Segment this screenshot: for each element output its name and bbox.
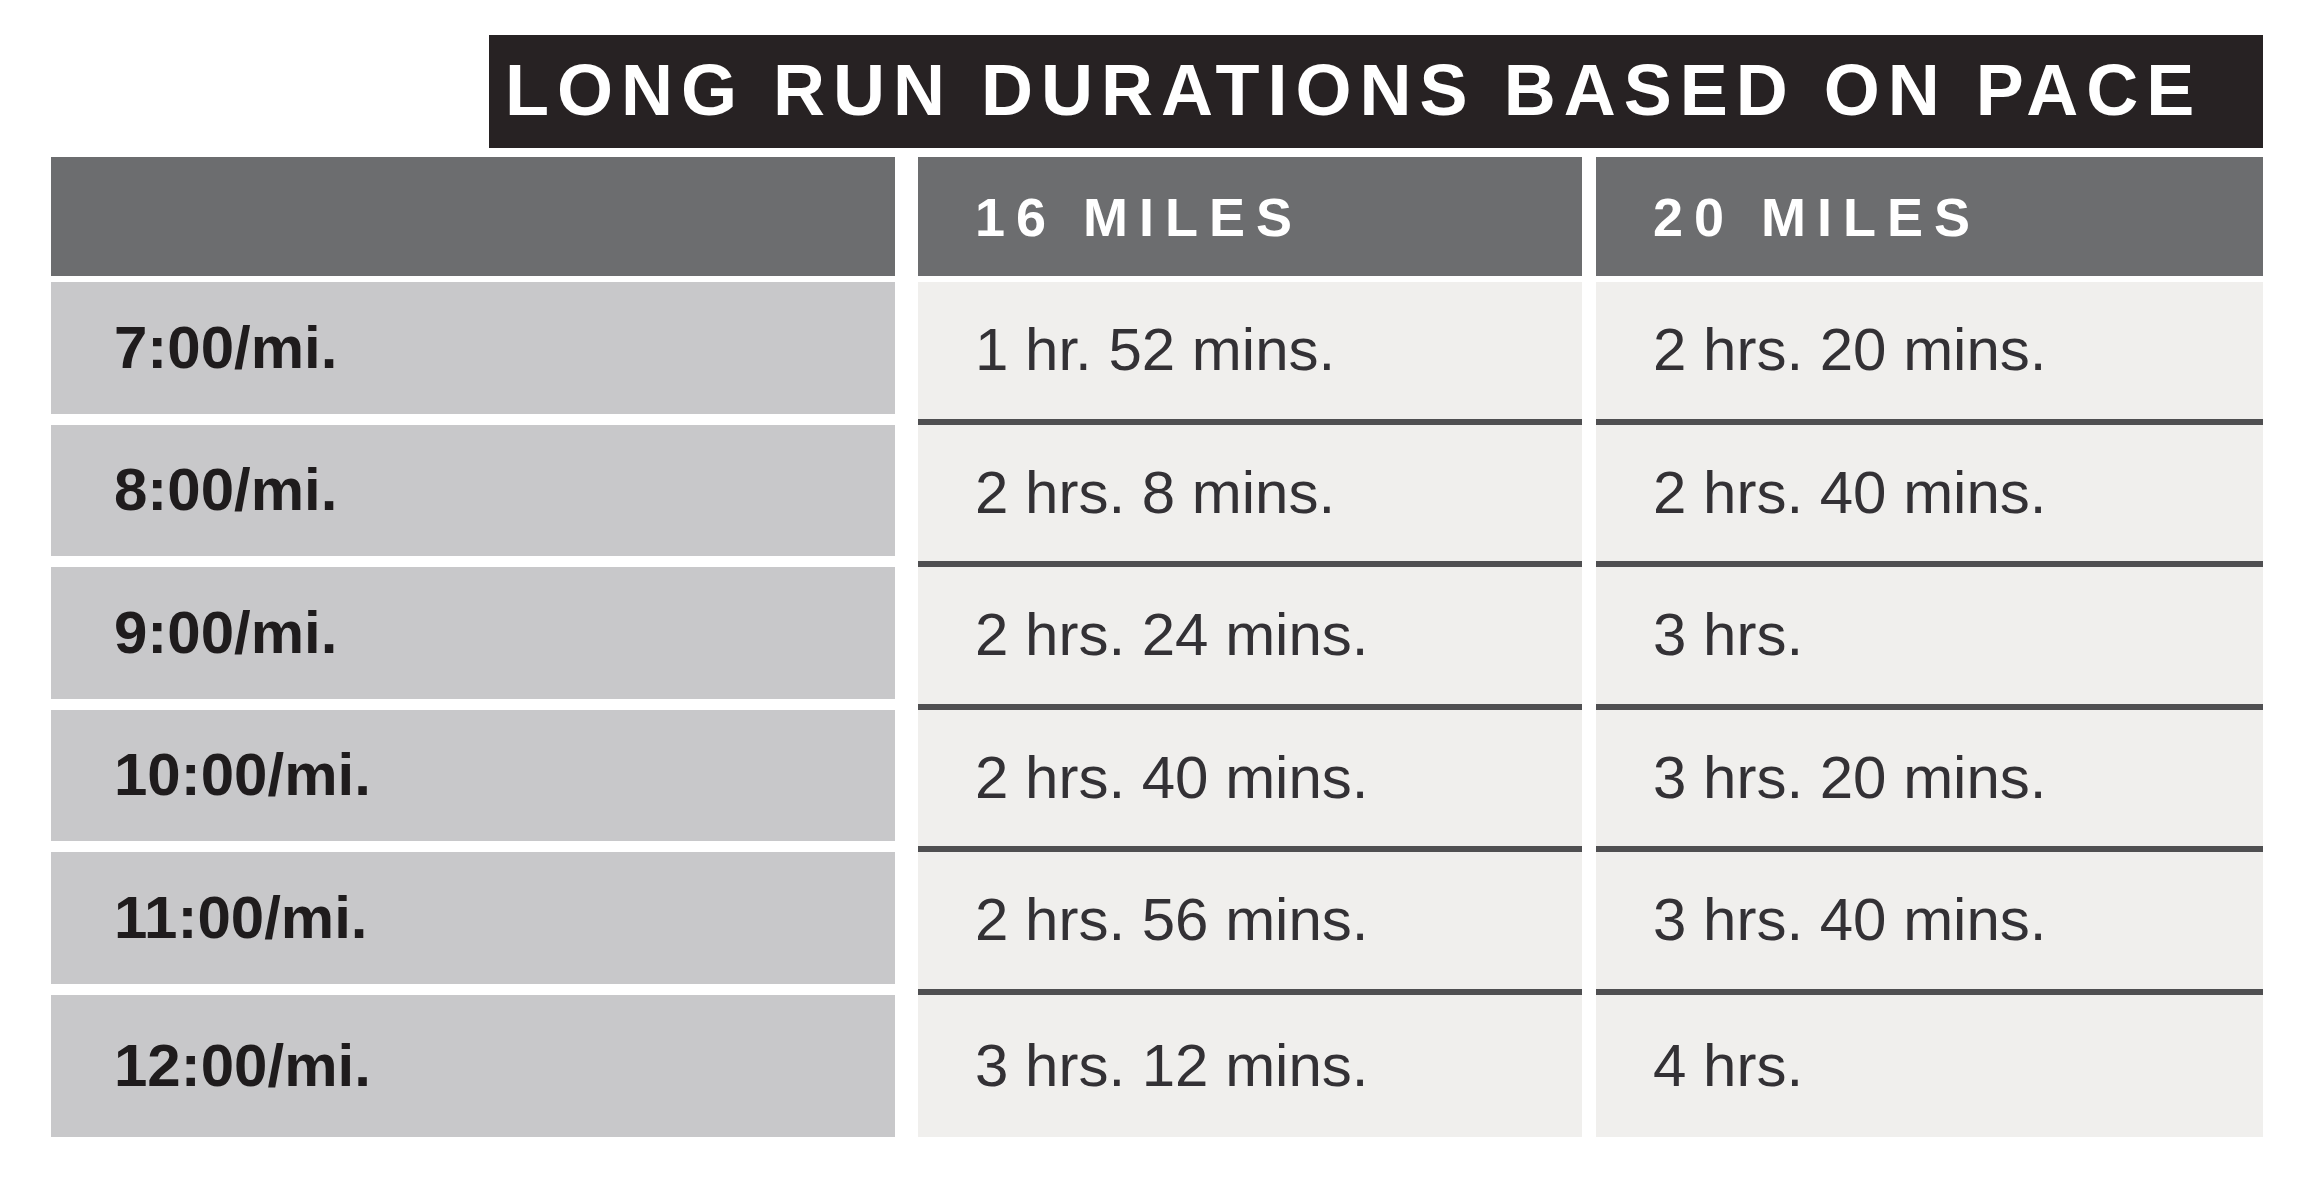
page-title: LONG RUN DURATIONS BASED ON PACE xyxy=(505,54,2202,126)
pace-label: 7:00/mi. xyxy=(114,318,337,378)
duration-16-cell: 3 hrs. 12 mins. xyxy=(918,995,1582,1138)
pace-column-header-spacer xyxy=(51,157,895,282)
page: LONG RUN DURATIONS BASED ON PACE 16 MILE… xyxy=(0,0,2316,1194)
duration-20-cell: 3 hrs. 20 mins. xyxy=(1596,710,2263,853)
pace-label: 11:00/mi. xyxy=(114,888,368,948)
column-gutter xyxy=(895,425,918,568)
duration-16-cell: 2 hrs. 24 mins. xyxy=(918,567,1582,710)
column-gutter xyxy=(1582,710,1596,853)
duration-16-cell: 2 hrs. 8 mins. xyxy=(918,425,1582,568)
pace-cell: 11:00/mi. xyxy=(51,852,895,995)
pace-table: 16 MILES 20 MILES 7:00/mi. 1 hr. 52 mins… xyxy=(51,157,2263,1137)
column-header-16-miles-label: 16 MILES xyxy=(975,190,1303,244)
column-header-20-miles: 20 MILES xyxy=(1596,157,2263,282)
pace-cell: 7:00/mi. xyxy=(51,282,895,425)
duration-16-value: 1 hr. 52 mins. xyxy=(975,320,1335,380)
title-bar: LONG RUN DURATIONS BASED ON PACE xyxy=(489,35,2263,148)
column-gutter xyxy=(895,852,918,995)
pace-cell: 9:00/mi. xyxy=(51,567,895,710)
duration-16-value: 3 hrs. 12 mins. xyxy=(975,1036,1369,1096)
duration-20-value: 2 hrs. 20 mins. xyxy=(1653,320,2047,380)
duration-16-cell: 2 hrs. 40 mins. xyxy=(918,710,1582,853)
duration-20-cell: 3 hrs. 40 mins. xyxy=(1596,852,2263,995)
duration-20-value: 2 hrs. 40 mins. xyxy=(1653,463,2047,523)
column-gutter xyxy=(1582,157,1596,282)
duration-20-value: 4 hrs. xyxy=(1653,1036,1803,1096)
duration-16-cell: 1 hr. 52 mins. xyxy=(918,282,1582,425)
duration-16-value: 2 hrs. 40 mins. xyxy=(975,748,1369,808)
duration-20-cell: 4 hrs. xyxy=(1596,995,2263,1138)
pace-label: 10:00/mi. xyxy=(114,745,371,805)
column-gutter xyxy=(1582,995,1596,1138)
duration-20-value: 3 hrs. 40 mins. xyxy=(1653,890,2047,950)
column-gutter xyxy=(895,567,918,710)
duration-20-value: 3 hrs. xyxy=(1653,605,1803,665)
pace-label: 9:00/mi. xyxy=(114,603,337,663)
column-gutter xyxy=(895,282,918,425)
pace-label: 8:00/mi. xyxy=(114,460,337,520)
duration-20-cell: 2 hrs. 20 mins. xyxy=(1596,282,2263,425)
duration-16-value: 2 hrs. 24 mins. xyxy=(975,605,1369,665)
column-gutter xyxy=(895,995,918,1138)
pace-label: 12:00/mi. xyxy=(114,1036,371,1096)
duration-20-cell: 2 hrs. 40 mins. xyxy=(1596,425,2263,568)
duration-20-cell: 3 hrs. xyxy=(1596,567,2263,710)
duration-16-value: 2 hrs. 8 mins. xyxy=(975,463,1335,523)
column-header-20-miles-label: 20 MILES xyxy=(1653,190,1981,244)
pace-cell: 8:00/mi. xyxy=(51,425,895,568)
column-gutter xyxy=(1582,425,1596,568)
duration-16-value: 2 hrs. 56 mins. xyxy=(975,890,1369,950)
duration-20-value: 3 hrs. 20 mins. xyxy=(1653,748,2047,808)
duration-16-cell: 2 hrs. 56 mins. xyxy=(918,852,1582,995)
column-gutter xyxy=(1582,852,1596,995)
column-header-16-miles: 16 MILES xyxy=(918,157,1582,282)
column-gutter xyxy=(1582,282,1596,425)
pace-cell: 10:00/mi. xyxy=(51,710,895,853)
column-gutter xyxy=(895,710,918,853)
pace-cell: 12:00/mi. xyxy=(51,995,895,1138)
column-gutter xyxy=(1582,567,1596,710)
column-gutter xyxy=(895,157,918,282)
